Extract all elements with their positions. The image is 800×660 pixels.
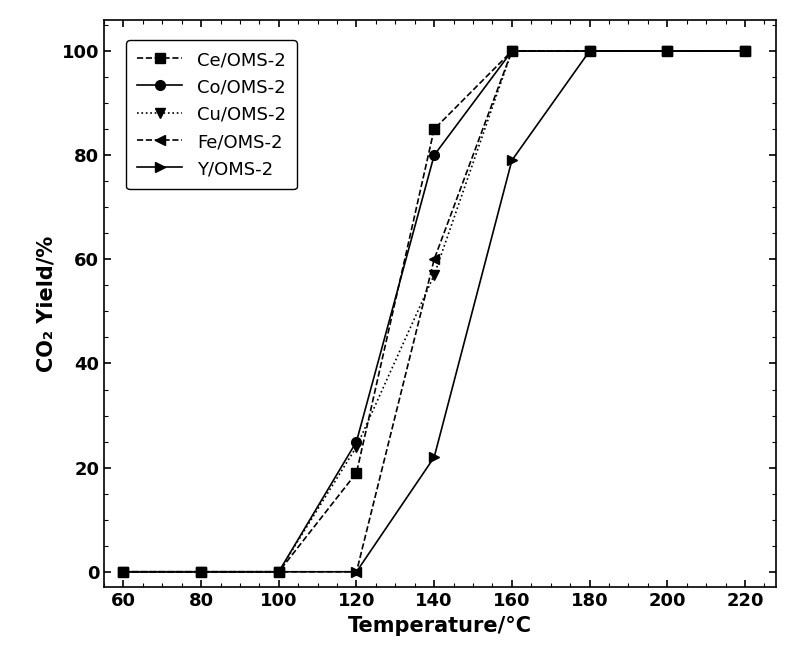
Ce/OMS-2 xyxy=(740,47,750,55)
Fe/OMS-2 xyxy=(740,47,750,55)
Co/OMS-2 xyxy=(507,47,517,55)
Cu/OMS-2 xyxy=(352,443,362,451)
Y/OMS-2 xyxy=(430,453,439,461)
X-axis label: Temperature/°C: Temperature/°C xyxy=(348,616,532,636)
Fe/OMS-2 xyxy=(196,568,206,576)
Cu/OMS-2 xyxy=(740,47,750,55)
Ce/OMS-2 xyxy=(662,47,672,55)
Y/OMS-2 xyxy=(196,568,206,576)
Cu/OMS-2 xyxy=(507,47,517,55)
Y/OMS-2 xyxy=(352,568,362,576)
Co/OMS-2 xyxy=(585,47,594,55)
Co/OMS-2 xyxy=(196,568,206,576)
Line: Y/OMS-2: Y/OMS-2 xyxy=(118,46,750,577)
Co/OMS-2 xyxy=(740,47,750,55)
Fe/OMS-2 xyxy=(507,47,517,55)
Co/OMS-2 xyxy=(274,568,283,576)
Ce/OMS-2 xyxy=(274,568,283,576)
Ce/OMS-2 xyxy=(430,125,439,133)
Co/OMS-2 xyxy=(352,438,362,446)
Y/OMS-2 xyxy=(740,47,750,55)
Y/OMS-2 xyxy=(118,568,128,576)
Fe/OMS-2 xyxy=(274,568,283,576)
Cu/OMS-2 xyxy=(196,568,206,576)
Line: Ce/OMS-2: Ce/OMS-2 xyxy=(118,46,750,577)
Legend: Ce/OMS-2, Co/OMS-2, Cu/OMS-2, Fe/OMS-2, Y/OMS-2: Ce/OMS-2, Co/OMS-2, Cu/OMS-2, Fe/OMS-2, … xyxy=(126,40,297,189)
Fe/OMS-2 xyxy=(430,255,439,263)
Co/OMS-2 xyxy=(430,151,439,159)
Cu/OMS-2 xyxy=(274,568,283,576)
Y-axis label: CO₂ Yield/%: CO₂ Yield/% xyxy=(36,236,56,372)
Ce/OMS-2 xyxy=(196,568,206,576)
Fe/OMS-2 xyxy=(585,47,594,55)
Ce/OMS-2 xyxy=(118,568,128,576)
Co/OMS-2 xyxy=(118,568,128,576)
Line: Fe/OMS-2: Fe/OMS-2 xyxy=(118,46,750,577)
Cu/OMS-2 xyxy=(430,271,439,279)
Co/OMS-2 xyxy=(662,47,672,55)
Y/OMS-2 xyxy=(585,47,594,55)
Fe/OMS-2 xyxy=(118,568,128,576)
Ce/OMS-2 xyxy=(585,47,594,55)
Cu/OMS-2 xyxy=(118,568,128,576)
Ce/OMS-2 xyxy=(507,47,517,55)
Y/OMS-2 xyxy=(662,47,672,55)
Y/OMS-2 xyxy=(274,568,283,576)
Fe/OMS-2 xyxy=(662,47,672,55)
Y/OMS-2 xyxy=(507,156,517,164)
Cu/OMS-2 xyxy=(585,47,594,55)
Cu/OMS-2 xyxy=(662,47,672,55)
Line: Co/OMS-2: Co/OMS-2 xyxy=(118,46,750,577)
Ce/OMS-2 xyxy=(352,469,362,477)
Line: Cu/OMS-2: Cu/OMS-2 xyxy=(118,46,750,577)
Fe/OMS-2 xyxy=(352,568,362,576)
